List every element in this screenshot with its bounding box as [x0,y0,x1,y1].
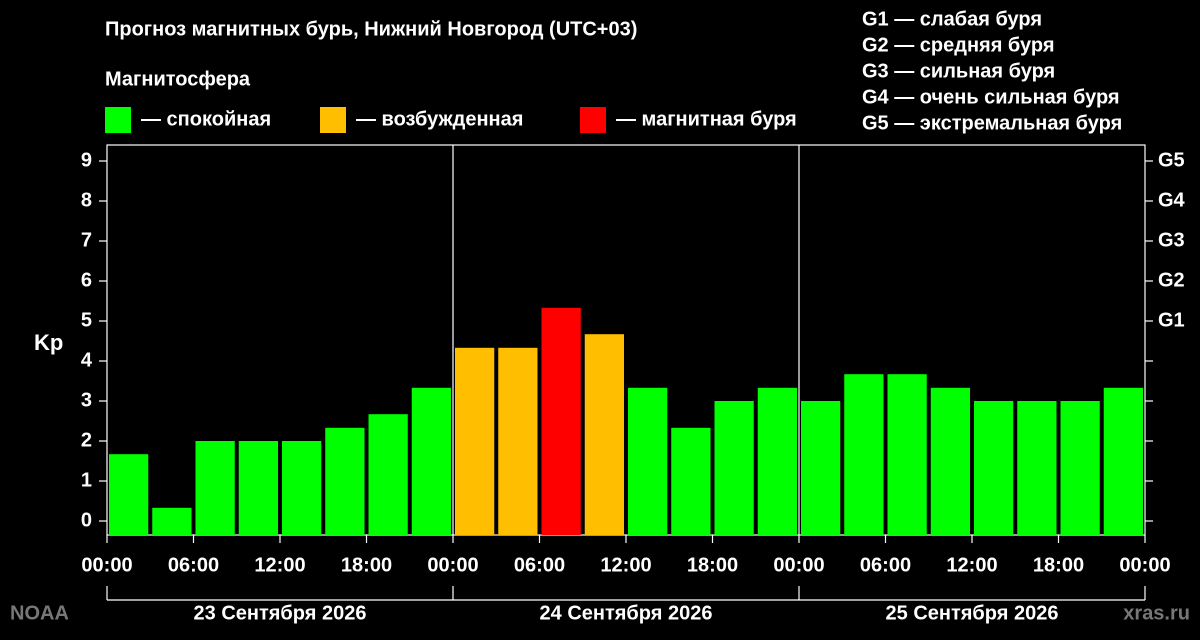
y2-tick-label: G2 [1158,269,1185,291]
bar [1103,387,1143,535]
bar [930,387,970,535]
legend-title: Магнитосфера [105,68,251,90]
bar [801,401,841,535]
bar [498,347,538,535]
bar [541,307,581,535]
bar [628,387,668,535]
storm-level: G5 — экстремальная буря [862,112,1122,134]
bar [411,387,451,535]
storm-level: G4 — очень сильная буря [862,86,1120,108]
legend-label: — спокойная [141,108,271,130]
source: NOAA [10,602,69,624]
y-tick-label: 4 [81,349,93,371]
x-tick-label: 12:00 [254,554,305,576]
bar [238,441,278,535]
bar [844,374,884,535]
x-tick-label: 18:00 [341,554,392,576]
bar [152,507,192,535]
y-tick-label: 1 [81,469,92,491]
legend-label: — возбужденная [356,108,523,130]
y-tick-label: 0 [81,509,92,531]
bar [368,414,408,535]
y-axis-label: Kp [34,330,63,355]
x-tick-label: 12:00 [946,554,997,576]
storm-level: G2 — средняя буря [862,34,1055,56]
legend-swatch [105,107,131,133]
bar [584,334,624,535]
legend-label: — магнитная буря [616,108,797,130]
y2-tick-label: G4 [1158,189,1186,211]
day-label: 25 Сентября 2026 [886,602,1059,624]
legend-swatch [580,107,606,133]
y2-tick-label: G1 [1158,309,1185,331]
y-tick-label: 5 [81,309,92,331]
bar [974,401,1014,535]
x-tick-label: 18:00 [687,554,738,576]
bar [671,427,711,535]
bar [325,427,365,535]
storm-level: G3 — сильная буря [862,60,1055,82]
x-tick-label: 00:00 [81,554,132,576]
y-tick-label: 8 [81,189,92,211]
x-tick-label: 06:00 [514,554,565,576]
x-tick-label: 00:00 [427,554,478,576]
y-tick-label: 9 [81,149,92,171]
y-tick-label: 2 [81,429,92,451]
day-label: 23 Сентября 2026 [194,602,367,624]
bar [887,374,927,535]
bar [1017,401,1057,535]
x-tick-label: 18:00 [1033,554,1084,576]
bar [195,441,235,535]
site: xras.ru [1123,602,1190,624]
x-tick-label: 00:00 [1119,554,1170,576]
y-tick-label: 7 [81,229,92,251]
bar [714,401,754,535]
y-tick-label: 3 [81,389,92,411]
day-label: 24 Сентября 2026 [540,602,713,624]
y-tick-label: 6 [81,269,92,291]
bar [282,441,322,535]
x-tick-label: 00:00 [773,554,824,576]
x-tick-label: 12:00 [600,554,651,576]
bar [455,347,495,535]
bar [109,454,149,535]
chart-title: Прогноз магнитных бурь, Нижний Новгород … [105,18,637,40]
y2-tick-label: G3 [1158,229,1185,251]
x-tick-label: 06:00 [860,554,911,576]
storm-level: G1 — слабая буря [862,8,1042,30]
x-tick-label: 06:00 [168,554,219,576]
y2-tick-label: G5 [1158,149,1185,171]
bar [1060,401,1100,535]
bar [757,387,797,535]
legend-swatch [320,107,346,133]
